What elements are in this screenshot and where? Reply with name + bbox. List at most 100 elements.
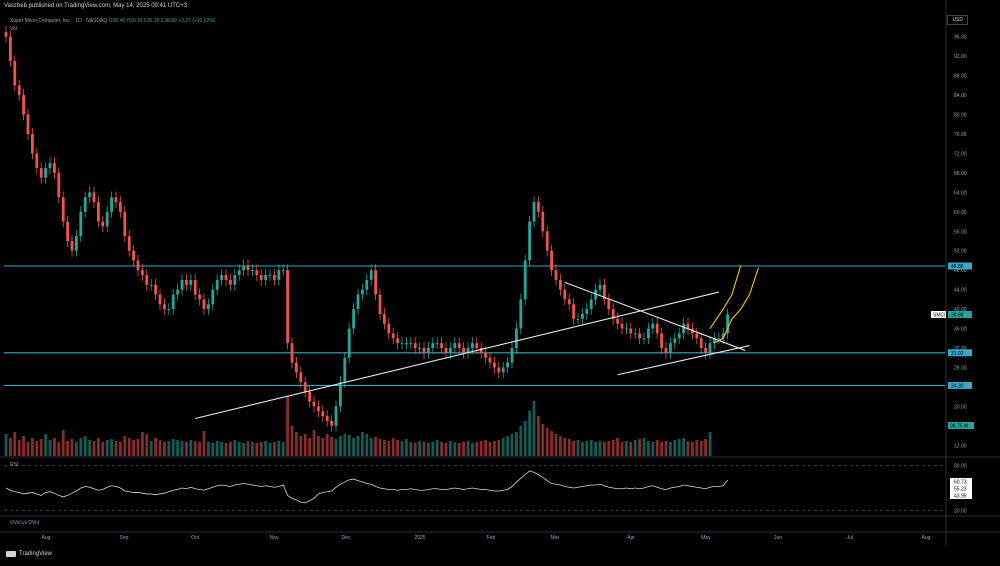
wedge-lower bbox=[617, 345, 750, 376]
candle-body bbox=[242, 265, 245, 271]
candle-body bbox=[171, 294, 175, 310]
volume-bar bbox=[616, 438, 619, 456]
candle-body bbox=[721, 333, 725, 339]
candle-body bbox=[493, 362, 496, 368]
volume-bar bbox=[642, 438, 646, 456]
x-tick-label: 2025 bbox=[414, 535, 425, 541]
volume-label[interactable]: Vol bbox=[10, 26, 17, 32]
volume-bar bbox=[198, 442, 201, 456]
volume-bar bbox=[660, 442, 663, 456]
candle-body bbox=[31, 134, 34, 154]
candle-body bbox=[453, 343, 457, 348]
level-high-label: 48.86 bbox=[951, 264, 964, 270]
candle-body bbox=[669, 343, 672, 353]
candle-body bbox=[647, 328, 650, 339]
candle-body bbox=[88, 192, 91, 198]
price-labels: 48.86 31.02 24.30 38.89 SMCI 96.75 M bbox=[931, 262, 974, 430]
volume-bar bbox=[189, 440, 193, 456]
candle-body bbox=[158, 294, 162, 305]
volume-bar bbox=[383, 440, 386, 456]
candle-body bbox=[101, 221, 105, 227]
volume-bar bbox=[207, 442, 210, 456]
candle-body bbox=[563, 289, 567, 300]
y-tick-label: 68.00 bbox=[954, 171, 967, 177]
candle-body bbox=[550, 250, 553, 271]
volume-bar bbox=[369, 438, 373, 456]
dvol-label[interactable]: UVol vs DVol bbox=[10, 520, 39, 526]
candle-body bbox=[321, 411, 325, 417]
candle-body bbox=[229, 279, 232, 285]
candle-body bbox=[620, 323, 624, 329]
candle-body bbox=[449, 348, 452, 353]
volume-bar bbox=[422, 442, 426, 456]
candle-body bbox=[475, 343, 479, 348]
candle-body bbox=[110, 197, 113, 212]
candle-body bbox=[198, 294, 201, 300]
volume-bar bbox=[321, 438, 325, 456]
candle-body bbox=[673, 338, 677, 344]
volume-bar bbox=[127, 438, 131, 456]
x-tick-label: Nov bbox=[270, 535, 279, 541]
volume-bar bbox=[449, 441, 452, 456]
volume-bar bbox=[92, 441, 96, 456]
level-mid-label-bg bbox=[948, 349, 972, 357]
x-tick-label: Sep bbox=[120, 535, 129, 541]
candles bbox=[4, 26, 729, 432]
y-tick-label: 48.00 bbox=[954, 268, 967, 274]
candle-body bbox=[286, 270, 289, 344]
candle-body bbox=[655, 323, 659, 334]
currency-button[interactable]: USD bbox=[947, 15, 968, 25]
y-tick-label: 72.00 bbox=[954, 151, 967, 157]
x-tick-label: May bbox=[701, 535, 711, 541]
candle-body bbox=[290, 343, 294, 363]
volume-bar bbox=[699, 441, 703, 456]
rsi-value-badge bbox=[950, 485, 972, 492]
volume-bar bbox=[141, 432, 144, 456]
candle-body bbox=[484, 352, 487, 358]
volume-bar bbox=[576, 440, 580, 456]
volume-bar bbox=[475, 442, 479, 456]
candle-body bbox=[374, 270, 377, 295]
volume-bar bbox=[75, 442, 78, 456]
volume-bar bbox=[361, 432, 364, 456]
candle-body bbox=[629, 328, 633, 334]
volume-bar bbox=[215, 441, 219, 456]
volume-bar bbox=[211, 443, 215, 456]
volume-bar bbox=[4, 434, 8, 456]
candle-body bbox=[189, 279, 193, 285]
volume-bar bbox=[273, 442, 276, 456]
candle-body bbox=[312, 401, 316, 407]
volume-bar bbox=[378, 439, 382, 456]
rsi-value-text: 60.73 bbox=[954, 480, 967, 486]
candle-body bbox=[75, 236, 78, 251]
candle-body bbox=[114, 197, 118, 203]
volume-bar bbox=[286, 396, 289, 456]
volume-bar bbox=[664, 441, 668, 456]
candle-body bbox=[220, 275, 223, 280]
candle-body bbox=[215, 279, 219, 290]
candle-body bbox=[57, 172, 61, 198]
candle-body bbox=[528, 221, 531, 261]
volume-bar bbox=[462, 442, 465, 456]
volume-bar bbox=[22, 436, 25, 456]
symbol-title[interactable]: Super Micro Computer, Inc. · 1D · NASDAQ bbox=[10, 18, 108, 24]
candle-body bbox=[638, 333, 641, 339]
x-tick-label: Apr bbox=[627, 535, 635, 541]
y-tick-label: 20.00 bbox=[954, 404, 967, 410]
volume-bar bbox=[97, 438, 100, 456]
candle-body bbox=[686, 323, 690, 329]
volume-bar bbox=[149, 441, 153, 456]
volume-bar bbox=[625, 441, 628, 456]
candle-body bbox=[4, 31, 8, 37]
candle-body bbox=[611, 309, 615, 319]
candle-body bbox=[435, 343, 439, 345]
candle-body bbox=[457, 343, 461, 348]
rsi-label[interactable]: RSI bbox=[10, 462, 19, 468]
volume-bar bbox=[70, 439, 74, 456]
volume-bar bbox=[497, 440, 501, 456]
published-banner: Vaszbeb published on TradingView.com, Ma… bbox=[4, 3, 188, 9]
candle-body bbox=[471, 343, 474, 348]
trendlines bbox=[195, 281, 750, 420]
footer-brand[interactable]: TradingView bbox=[6, 551, 52, 557]
candle-body bbox=[277, 270, 281, 280]
